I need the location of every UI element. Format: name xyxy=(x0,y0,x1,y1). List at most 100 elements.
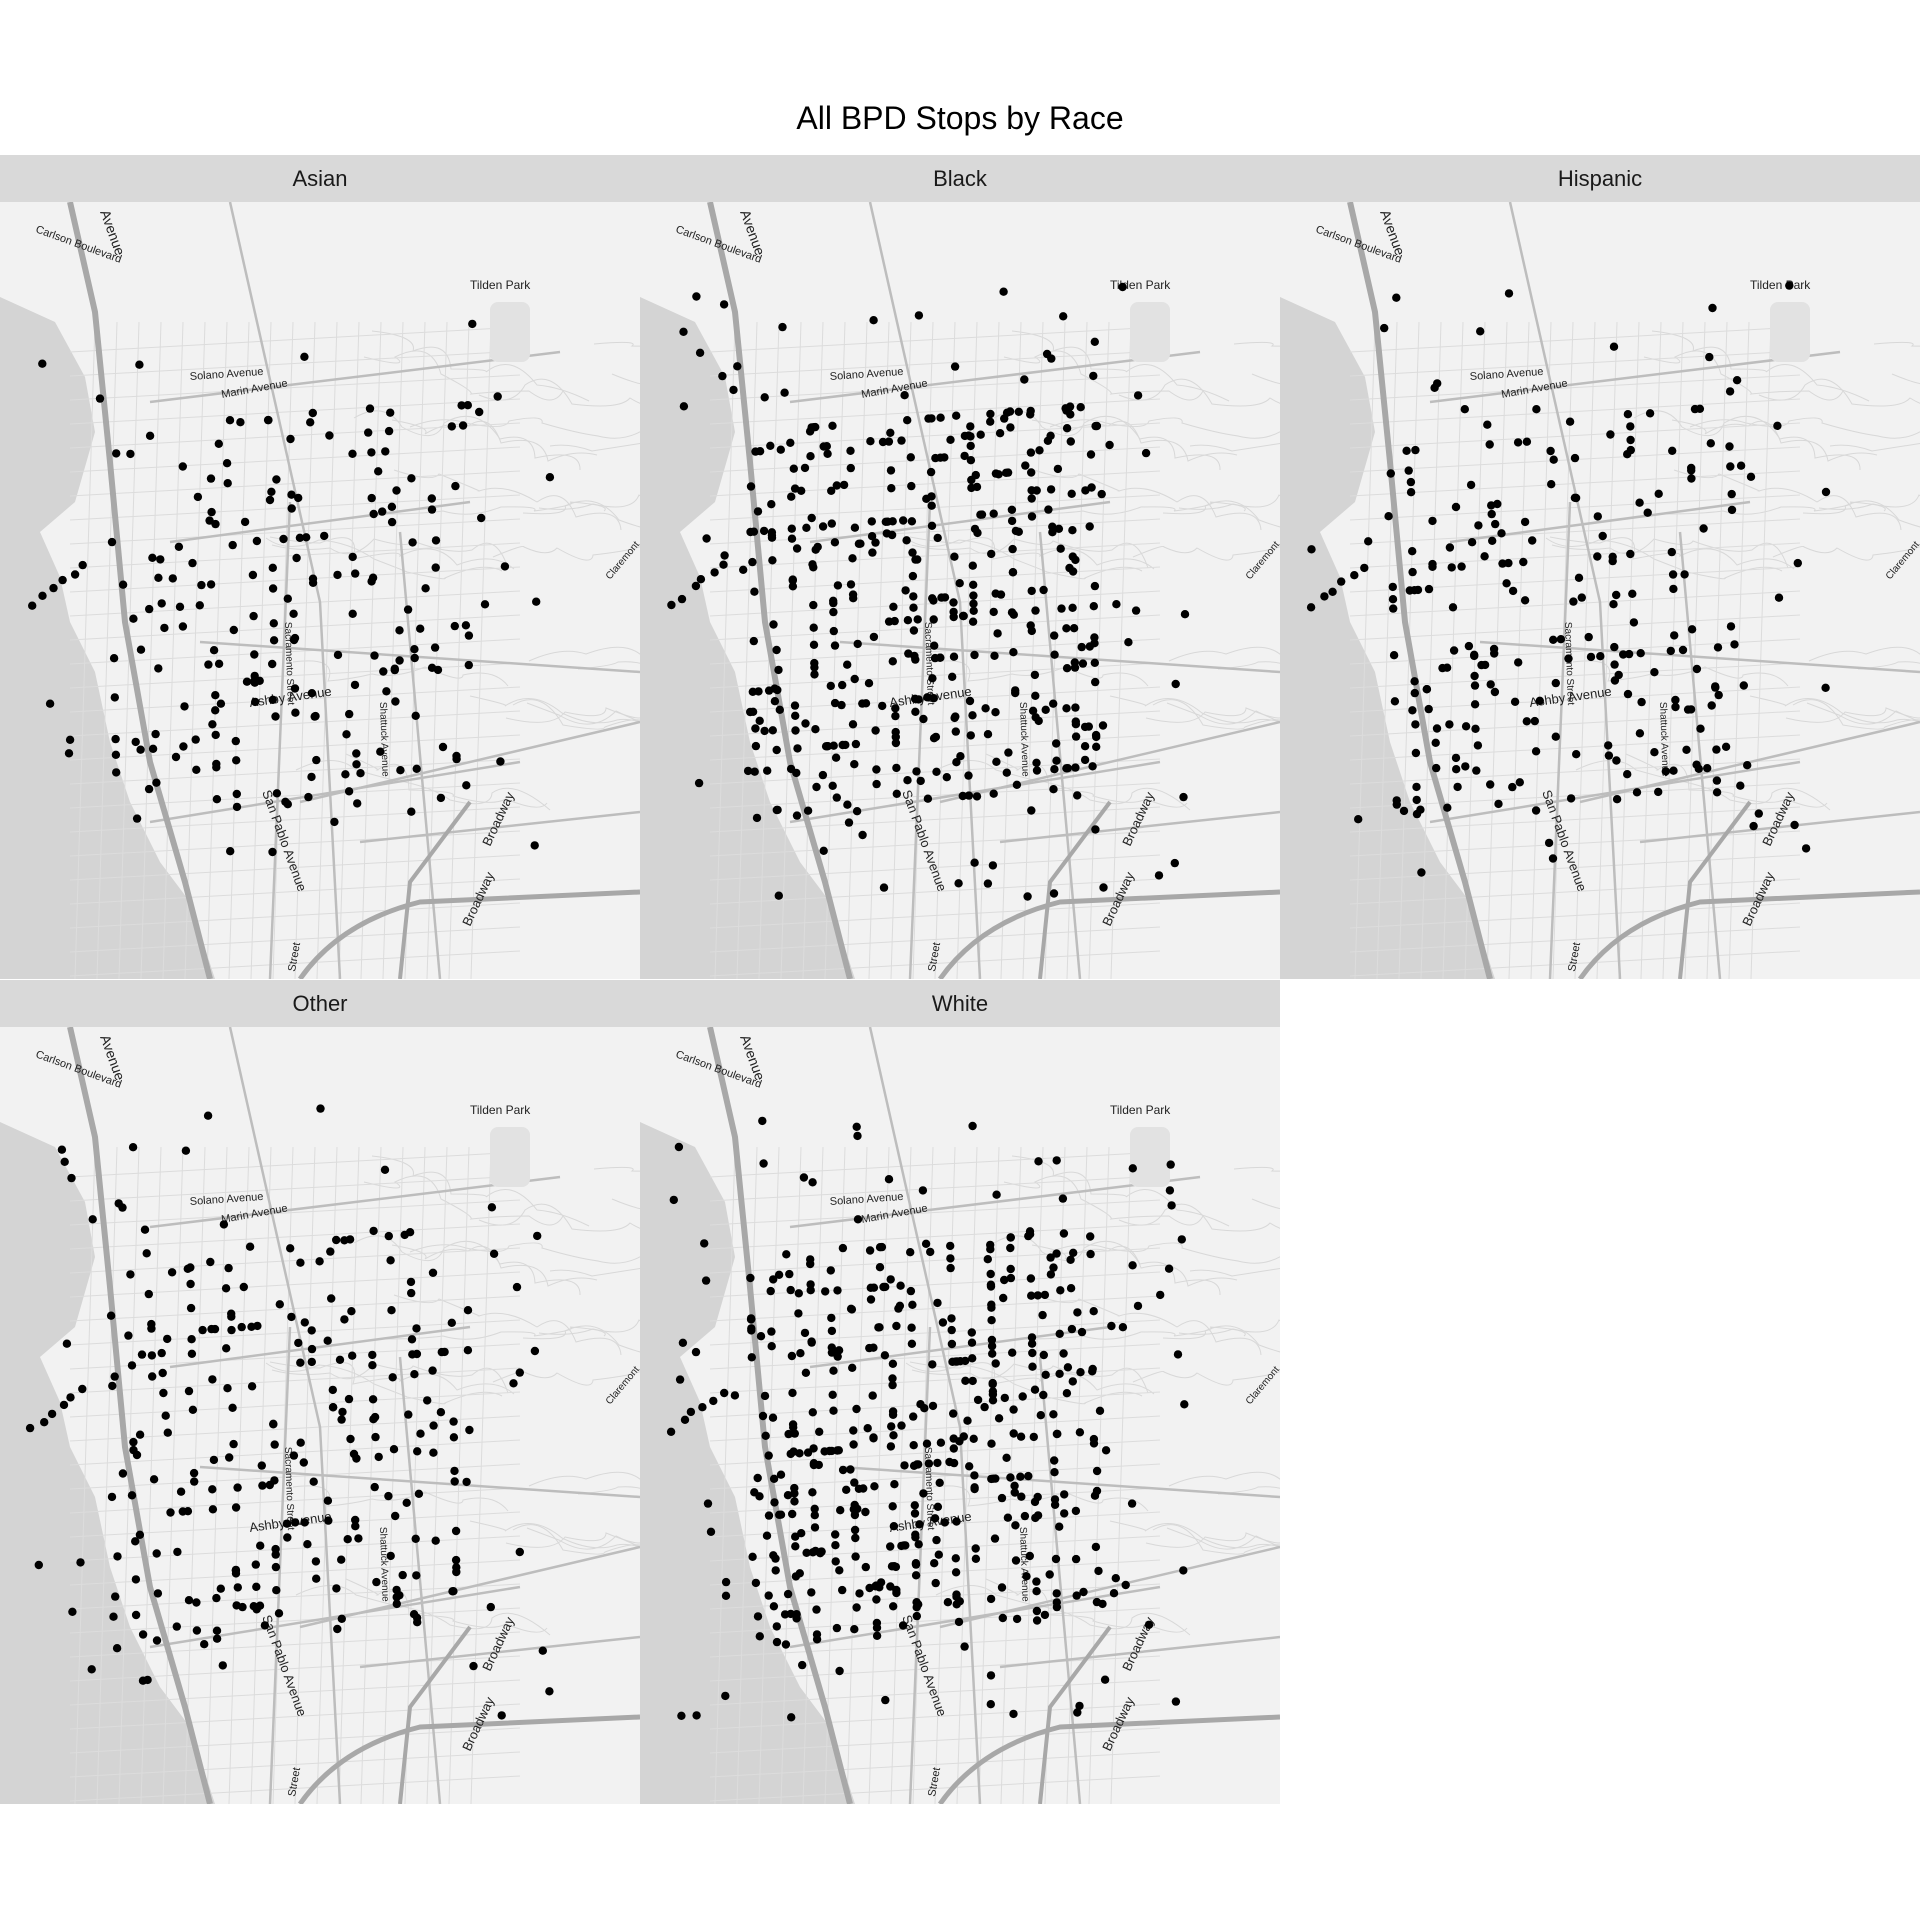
stop-point xyxy=(949,612,958,622)
stop-point xyxy=(1052,1602,1062,1612)
stop-point xyxy=(1055,1522,1064,1531)
stop-point xyxy=(786,764,796,774)
stop-point xyxy=(337,1555,346,1564)
stop-point xyxy=(248,570,258,580)
stop-point xyxy=(1090,581,1100,591)
stop-point xyxy=(437,1347,446,1357)
stop-point xyxy=(533,1231,542,1241)
stop-point xyxy=(1005,407,1015,416)
stop-point xyxy=(816,1549,825,1558)
street-line xyxy=(69,686,521,713)
stop-point xyxy=(775,705,784,714)
stop-point xyxy=(927,501,936,510)
stop-point xyxy=(208,1375,217,1384)
stop-point xyxy=(1470,671,1479,681)
stop-point xyxy=(430,643,440,652)
stop-point xyxy=(240,517,250,527)
stop-point xyxy=(866,1295,876,1304)
stop-point xyxy=(1612,590,1621,600)
street-line xyxy=(709,878,1161,905)
stop-point xyxy=(783,1491,793,1500)
stop-point xyxy=(886,466,896,475)
stop-point xyxy=(949,1409,958,1418)
stop-point xyxy=(1609,600,1618,609)
stop-point xyxy=(849,1426,858,1435)
stop-point xyxy=(166,1508,175,1517)
stop-point xyxy=(450,1466,459,1476)
stop-point xyxy=(1180,610,1190,619)
stop-point xyxy=(888,1502,897,1511)
stop-point xyxy=(108,1381,117,1391)
street-line xyxy=(1349,374,1801,401)
hill-contour xyxy=(1189,1267,1280,1277)
stop-point xyxy=(910,1501,919,1510)
stop-point xyxy=(1027,1339,1037,1348)
stop-point xyxy=(791,711,800,720)
street-line xyxy=(1022,1146,1044,1804)
stop-point xyxy=(407,474,416,483)
stop-point xyxy=(827,1326,837,1336)
major-road xyxy=(1508,202,1622,979)
stop-point xyxy=(1487,509,1496,519)
stop-point xyxy=(788,1509,797,1519)
tilden-lake xyxy=(1770,302,1810,362)
stop-point xyxy=(989,789,998,798)
stop-point xyxy=(780,388,789,397)
stop-point xyxy=(698,1403,707,1412)
street-line xyxy=(709,1439,1161,1466)
stop-point xyxy=(307,1344,317,1354)
hill-contour xyxy=(538,1319,640,1335)
stop-point xyxy=(801,719,810,728)
stop-point xyxy=(968,1376,977,1386)
stop-point xyxy=(300,1518,309,1527)
stop-point xyxy=(1570,453,1580,463)
street-line xyxy=(780,321,802,979)
stop-point xyxy=(392,1599,401,1609)
stop-point xyxy=(346,1434,355,1444)
street-line xyxy=(709,782,1161,809)
stop-point xyxy=(324,1516,333,1525)
stop-point xyxy=(787,524,796,533)
major-road xyxy=(169,1325,471,1369)
stop-point xyxy=(1012,1614,1022,1624)
street-line xyxy=(709,470,1161,497)
stop-point xyxy=(1522,717,1531,726)
stop-point xyxy=(192,1626,202,1635)
stop-point xyxy=(706,1527,716,1536)
stop-point xyxy=(964,431,973,440)
street-line xyxy=(69,1391,521,1418)
hill-contour xyxy=(1802,500,1920,528)
stop-point xyxy=(855,1589,864,1598)
stop-point xyxy=(959,1432,968,1441)
stop-point xyxy=(1026,1274,1036,1283)
highway xyxy=(67,1027,213,1804)
stop-point xyxy=(911,655,920,664)
stop-point xyxy=(928,1360,937,1369)
stop-point xyxy=(914,1540,923,1549)
hill-contour xyxy=(1217,1486,1280,1495)
stop-point xyxy=(783,1589,793,1599)
stop-point xyxy=(365,404,375,413)
facet-panel-hispanic: Hispanic Carlson Boulevard Avenue Solano A… xyxy=(1280,155,1920,979)
stop-point xyxy=(808,1408,817,1417)
stop-point xyxy=(867,517,876,526)
map-label-solano: Solano Avenue xyxy=(189,366,263,383)
stop-point xyxy=(808,560,817,569)
stop-point xyxy=(316,1104,325,1113)
stop-point xyxy=(1705,352,1714,362)
stop-point xyxy=(1476,327,1485,336)
stop-point xyxy=(835,1566,844,1575)
stop-point xyxy=(933,1458,942,1468)
stop-point xyxy=(897,1541,906,1551)
stop-point xyxy=(1081,486,1090,495)
stop-point xyxy=(111,734,120,744)
street-line xyxy=(709,398,1161,425)
stop-point xyxy=(1736,461,1746,470)
stop-point xyxy=(928,1401,938,1411)
stop-point xyxy=(211,706,220,715)
stop-point xyxy=(438,742,448,752)
stop-point xyxy=(1105,440,1114,450)
stop-point xyxy=(1089,1307,1098,1316)
stop-point xyxy=(136,645,146,654)
map-label-street-bottom: Street xyxy=(286,1767,303,1798)
